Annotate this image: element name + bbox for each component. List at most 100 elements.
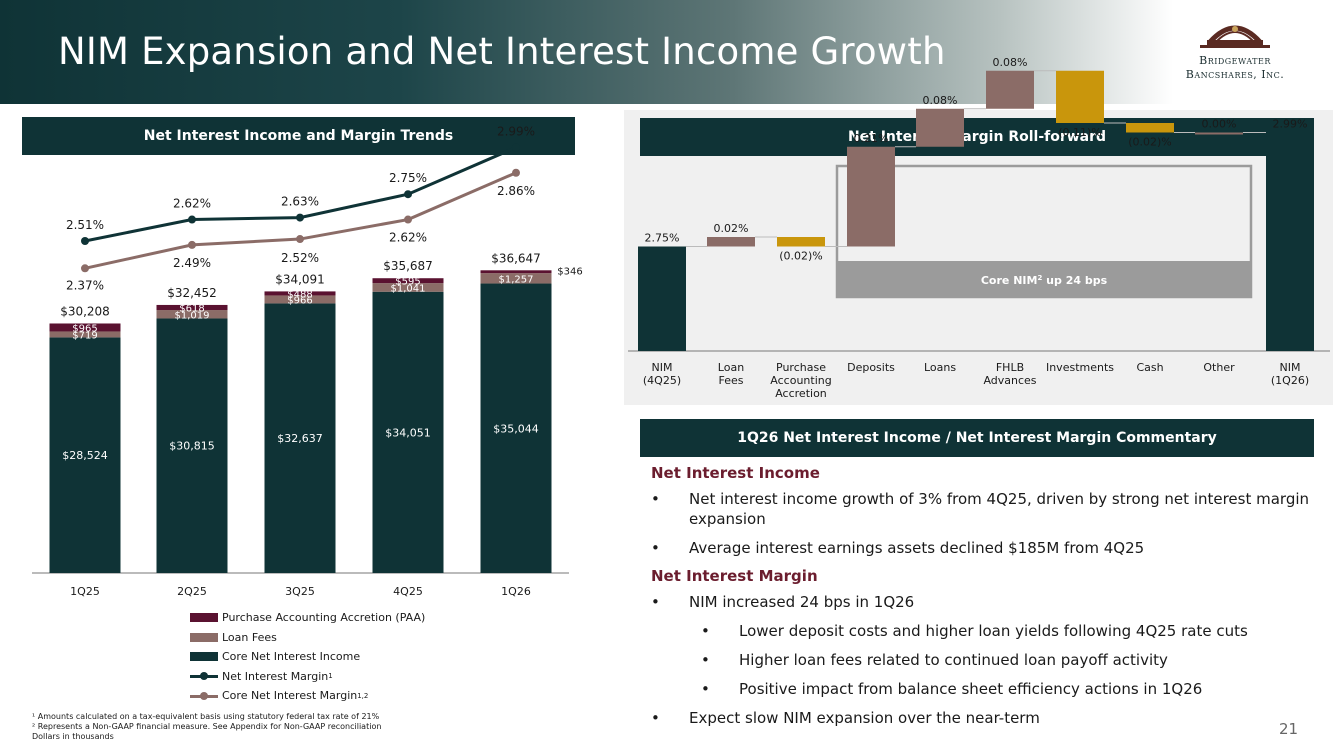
waterfall-category-label: Accounting	[770, 374, 831, 387]
nim-label: 2.63%	[281, 195, 319, 209]
x-tick-label: 2Q25	[177, 585, 207, 598]
x-tick-label: 3Q25	[285, 585, 315, 598]
waterfall-category-label: Accretion	[775, 387, 827, 400]
core-nim-point	[512, 168, 520, 177]
waterfall-category-label: (4Q25)	[643, 374, 681, 387]
roll-forward-panel	[624, 110, 1333, 405]
footnotes: ¹ Amounts calculated on a tax-equivalent…	[32, 712, 381, 742]
waterfall-category-label: Investments	[1046, 361, 1114, 374]
nim-point	[296, 213, 304, 222]
bar-core-nii	[49, 337, 121, 573]
list-item-text: NIM increased 24 bps in 1Q26	[689, 593, 915, 611]
legend-nim: Net Interest Margin 1	[190, 667, 425, 687]
logo-suffix: Bancshares, Inc.	[1185, 68, 1285, 81]
waterfall-bar	[1195, 132, 1243, 135]
loan-fees-swatch	[190, 632, 218, 642]
legend-footnote-ref: 1	[328, 672, 333, 681]
list-item: • Higher loan fees related to continued l…	[701, 651, 1168, 669]
waterfall-category-label: Other	[1203, 361, 1235, 374]
waterfall-category-label: Fees	[719, 374, 744, 387]
waterfall-value-label: 2.75%	[645, 232, 680, 245]
footnote-1: ¹ Amounts calculated on a tax-equivalent…	[32, 712, 380, 721]
waterfall-value-label: (0.02)%	[1128, 136, 1172, 149]
bar-loan-fees	[372, 283, 444, 292]
bar-paa	[372, 278, 444, 284]
paa-label: $488	[287, 289, 312, 300]
waterfall-bar	[707, 237, 755, 247]
waterfall-bar	[1266, 132, 1314, 351]
list-item: • Expect slow NIM expansion over the near…	[651, 709, 1040, 727]
loan-fees-label: $966	[287, 295, 312, 306]
waterfall-category-label: FHLB	[996, 361, 1024, 374]
bar-total-label: $36,647	[491, 251, 541, 265]
waterfall-bar	[916, 108, 964, 147]
legend-label: Purchase Accounting Accretion (PAA)	[222, 611, 426, 625]
waterfall-value-label: 0.08%	[993, 56, 1028, 69]
bar-total-label: $34,091	[275, 272, 325, 286]
paa-swatch	[190, 613, 218, 623]
list-item-text: Positive impact from balance sheet effic…	[739, 680, 1203, 698]
list-item-text: Average interest earnings assets decline…	[689, 539, 1145, 557]
commentary-header: 1Q26 Net Interest Income / Net Interest …	[640, 419, 1314, 457]
legend-paa: Purchase Accounting Accretion (PAA)	[190, 608, 425, 628]
footnote-3: Dollars in thousands	[32, 732, 114, 741]
core-nim-point	[188, 240, 196, 249]
waterfall-bar	[1126, 123, 1174, 133]
core-nii-label: $34,051	[385, 426, 431, 439]
list-item: • NIM increased 24 bps in 1Q26	[651, 593, 915, 611]
x-tick-label: 4Q25	[393, 585, 423, 598]
x-tick-label: 1Q25	[70, 585, 100, 598]
nim-label: 2.62%	[173, 197, 211, 211]
core-nim-banner	[837, 261, 1251, 297]
footnote-2: ² Represents a Non-GAAP financial measur…	[32, 722, 382, 731]
list-item-text: Higher loan fees related to continued lo…	[739, 651, 1168, 669]
nim-label: 2.99%	[497, 124, 535, 138]
core-nii-swatch	[190, 652, 218, 662]
commentary-section: Net Interest Income • Net interest income…	[651, 460, 1311, 737]
nii-heading: Net Interest Income	[651, 464, 820, 482]
waterfall-category-label: Deposits	[847, 361, 895, 374]
legend-core-nii: Core Net Interest Income	[190, 647, 425, 667]
list-item-text: Lower deposit costs and higher loan yiel…	[739, 622, 1248, 640]
waterfall-value-label: 0.00%	[1202, 118, 1237, 131]
core-nim-point	[404, 215, 412, 224]
nim-point	[188, 215, 196, 224]
loan-fees-label: $1,019	[175, 310, 210, 321]
legend-label: Loan Fees	[222, 630, 277, 644]
waterfall-bar	[847, 146, 895, 247]
waterfall-value-label: 2.99%	[1273, 118, 1308, 131]
list-item: • Average interest earnings assets declin…	[651, 539, 1145, 557]
waterfall-value-label: 0.02%	[714, 222, 749, 235]
paa-label: $595	[395, 277, 420, 288]
list-item: • Lower deposit costs and higher loan yie…	[701, 622, 1248, 640]
bar-paa	[264, 291, 336, 296]
bar-loan-fees	[264, 295, 336, 304]
left-panel-header: Net Interest Income and Margin Trends	[22, 117, 575, 155]
bar-loan-fees	[49, 331, 121, 338]
legend-label: Core Net Interest Margin	[222, 689, 358, 703]
legend-label: Net Interest Margin	[222, 669, 329, 683]
bar-total-label: $30,208	[60, 304, 110, 318]
loan-fees-label: $719	[72, 330, 97, 341]
nim-heading: Net Interest Margin	[651, 567, 818, 585]
list-item-text: Net interest income growth of 3% from 4Q…	[689, 490, 1310, 528]
nim-label: 2.51%	[66, 218, 104, 232]
waterfall-category-label: Cash	[1136, 361, 1163, 374]
core-nim-point	[81, 264, 89, 273]
core-nim-label: 2.49%	[173, 256, 211, 270]
core-nii-label: $28,524	[62, 449, 108, 462]
waterfall-value-label: (0.02)%	[779, 250, 823, 263]
list-item: • Positive impact from balance sheet effi…	[701, 680, 1203, 698]
bar-core-nii	[156, 318, 228, 573]
nim-point	[81, 237, 89, 245]
core-nim-label: 2.52%	[281, 251, 319, 265]
core-nii-label: $35,044	[493, 422, 539, 435]
core-nim-label: 2.37%	[66, 278, 104, 292]
list-item-text: Expect slow NIM expansion over the near-…	[689, 709, 1040, 727]
right-panel-header: Net Interest Margin Roll-forward	[640, 118, 1314, 156]
x-tick-label: 1Q26	[501, 585, 531, 598]
loan-fees-label: $1,257	[499, 274, 534, 285]
arch-icon	[1200, 25, 1270, 48]
core-nim-point	[296, 235, 304, 244]
